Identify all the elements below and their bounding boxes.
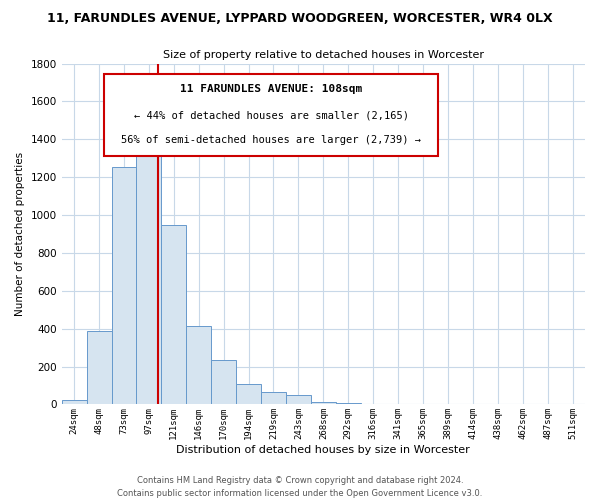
Text: 11, FARUNDLES AVENUE, LYPPARD WOODGREEN, WORCESTER, WR4 0LX: 11, FARUNDLES AVENUE, LYPPARD WOODGREEN,…	[47, 12, 553, 26]
Text: Contains HM Land Registry data © Crown copyright and database right 2024.
Contai: Contains HM Land Registry data © Crown c…	[118, 476, 482, 498]
Bar	[286, 396, 311, 404]
Bar	[86, 330, 112, 404]
FancyBboxPatch shape	[104, 74, 439, 156]
Text: 11 FARUNDLES AVENUE: 108sqm: 11 FARUNDLES AVENUE: 108sqm	[180, 84, 362, 94]
X-axis label: Distribution of detached houses by size in Worcester: Distribution of detached houses by size …	[176, 445, 470, 455]
Text: ← 44% of detached houses are smaller (2,165): ← 44% of detached houses are smaller (2,…	[134, 110, 409, 120]
Bar	[211, 360, 236, 405]
Bar	[311, 402, 336, 404]
Title: Size of property relative to detached houses in Worcester: Size of property relative to detached ho…	[163, 50, 484, 60]
Bar	[62, 400, 86, 404]
Bar	[136, 140, 161, 404]
Bar	[186, 326, 211, 404]
Bar	[112, 167, 136, 404]
Bar	[261, 392, 286, 404]
Bar	[161, 224, 186, 404]
Text: 56% of semi-detached houses are larger (2,739) →: 56% of semi-detached houses are larger (…	[121, 135, 421, 145]
Y-axis label: Number of detached properties: Number of detached properties	[15, 152, 25, 316]
Bar	[236, 384, 261, 404]
